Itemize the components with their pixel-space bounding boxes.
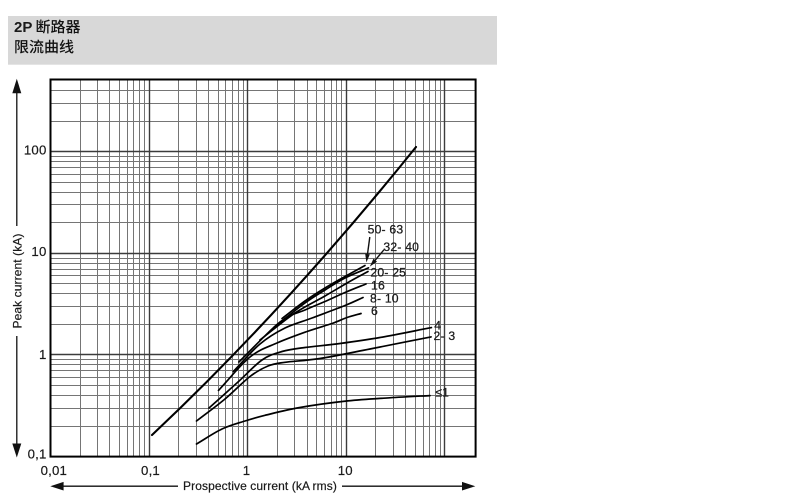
svg-text:0,1: 0,1 (28, 447, 47, 462)
svg-text:0,1: 0,1 (141, 463, 160, 478)
svg-text:10: 10 (31, 244, 46, 259)
svg-text:2P: 2P (14, 19, 32, 36)
svg-text:100: 100 (24, 143, 47, 158)
svg-text:1: 1 (39, 347, 47, 362)
svg-text:1: 1 (243, 463, 251, 478)
svg-text:20- 25: 20- 25 (370, 266, 406, 280)
svg-text:16: 16 (371, 278, 385, 292)
svg-text:6: 6 (371, 304, 378, 318)
svg-text:4: 4 (434, 318, 441, 332)
svg-text:2- 3: 2- 3 (434, 329, 456, 343)
svg-text:≤1: ≤1 (435, 386, 449, 400)
svg-text:10: 10 (338, 463, 353, 478)
svg-text:Prospective current (kA rms): Prospective current (kA rms) (183, 479, 337, 493)
svg-text:50- 63: 50- 63 (368, 222, 404, 236)
svg-text:32- 40: 32- 40 (383, 240, 419, 254)
svg-text:Peak current (kA): Peak current (kA) (11, 233, 25, 328)
svg-text:8- 10: 8- 10 (370, 292, 399, 306)
svg-text:0,01: 0,01 (41, 463, 67, 478)
